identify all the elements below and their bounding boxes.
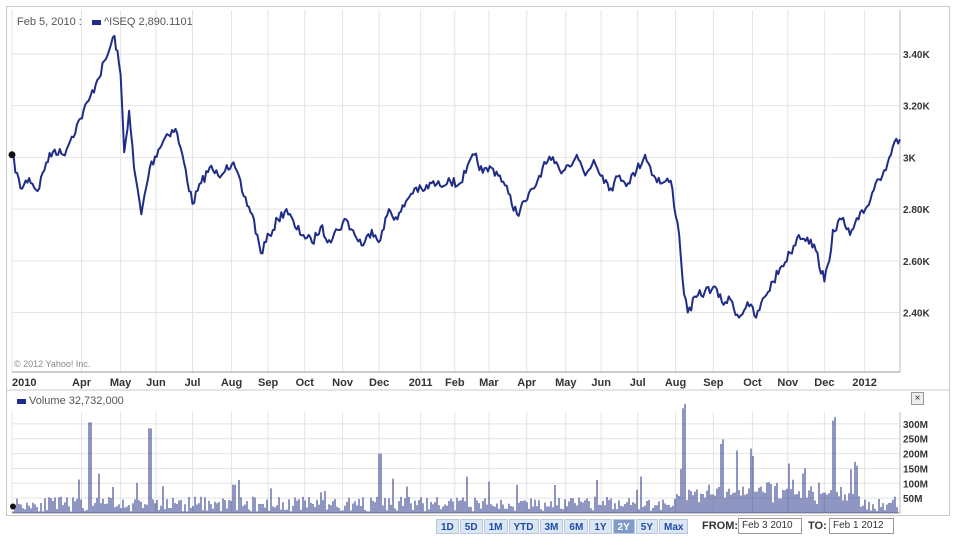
header-series-text: ^ISEQ 2,890.1101 xyxy=(104,16,193,28)
header-date-text: Feb 5, 2010 : xyxy=(17,16,82,28)
x-tick-label: Aug xyxy=(665,377,686,389)
price-line xyxy=(11,34,901,319)
x-tick-label: Sep xyxy=(258,377,278,389)
x-tick-label: 2011 xyxy=(409,377,433,389)
x-tick-label: May xyxy=(555,377,577,389)
x-tick-label: Feb xyxy=(445,377,465,389)
y-tick-label: 2.40K xyxy=(903,309,930,320)
series-swatch-icon xyxy=(92,19,101,25)
range-button-1y[interactable]: 1Y xyxy=(589,519,612,534)
x-tick-label: Jun xyxy=(146,377,166,389)
x-tick-label: Nov xyxy=(332,377,354,389)
x-tick-label: Dec xyxy=(814,377,834,389)
y-tick-label: 2.80K xyxy=(903,205,930,216)
range-button-6m[interactable]: 6M xyxy=(564,519,589,534)
volume-tick-label: 200M xyxy=(903,450,928,461)
from-label: FROM: xyxy=(702,520,739,532)
y-tick-label: 3.40K xyxy=(903,50,930,61)
x-tick-label: Apr xyxy=(517,377,537,389)
x-tick-label: Jun xyxy=(591,377,611,389)
x-tick-label: Sep xyxy=(703,377,723,389)
x-tick-label: Oct xyxy=(296,377,315,389)
volume-header: Volume 32,732,000 xyxy=(17,395,124,407)
volume-tick-label: 150M xyxy=(903,464,928,475)
range-button-2y[interactable]: 2Y xyxy=(612,519,635,534)
to-date-input[interactable]: Feb 1 2012 xyxy=(829,518,894,534)
range-button-1d[interactable]: 1D xyxy=(436,519,459,534)
x-tick-label: Dec xyxy=(369,377,389,389)
x-tick-label: Jul xyxy=(630,377,646,389)
volume-tick-label: 100M xyxy=(903,479,928,490)
volume-tick-label: 250M xyxy=(903,435,928,446)
range-button-5y[interactable]: 5Y xyxy=(635,519,659,534)
y-tick-label: 3K xyxy=(903,153,917,164)
volume-start-marker xyxy=(10,503,16,510)
y-tick-label: 3.20K xyxy=(903,102,930,113)
range-selector: 1D 5D 1M YTD 3M 6M 1Y 2Y 5Y Max xyxy=(436,519,689,534)
volume-swatch-icon xyxy=(17,398,26,404)
range-button-3m[interactable]: 3M xyxy=(539,519,564,534)
range-button-ytd[interactable]: YTD xyxy=(508,519,539,534)
volume-tick-label: 300M xyxy=(903,420,928,431)
copyright: © 2012 Yahoo! Inc. xyxy=(14,359,91,369)
x-tick-label: Aug xyxy=(221,377,242,389)
x-tick-label: 2012 xyxy=(852,377,876,389)
x-tick-label: Oct xyxy=(743,377,762,389)
range-button-5d[interactable]: 5D xyxy=(459,519,483,534)
price-start-marker xyxy=(8,151,16,159)
volume-tick-label: 50M xyxy=(903,494,922,505)
x-tick-label: Nov xyxy=(777,377,799,389)
header-date: Feb 5, 2010 : xyxy=(17,16,82,28)
range-button-1m[interactable]: 1M xyxy=(483,519,508,534)
x-tick-label: Apr xyxy=(72,377,92,389)
range-button-max[interactable]: Max xyxy=(659,519,689,534)
to-label: TO: xyxy=(808,520,827,532)
x-tick-label: Jul xyxy=(185,377,201,389)
x-tick-label: 2010 xyxy=(12,377,36,389)
header-series: ^ISEQ 2,890.1101 xyxy=(92,16,193,28)
volume-header-text: Volume 32,732,000 xyxy=(29,395,124,407)
x-tick-label: May xyxy=(110,377,132,389)
x-tick-label: Mar xyxy=(479,377,499,389)
y-tick-label: 2.60K xyxy=(903,257,930,268)
from-date-input[interactable]: Feb 3 2010 xyxy=(738,518,802,534)
close-volume-icon[interactable]: × xyxy=(911,392,924,405)
